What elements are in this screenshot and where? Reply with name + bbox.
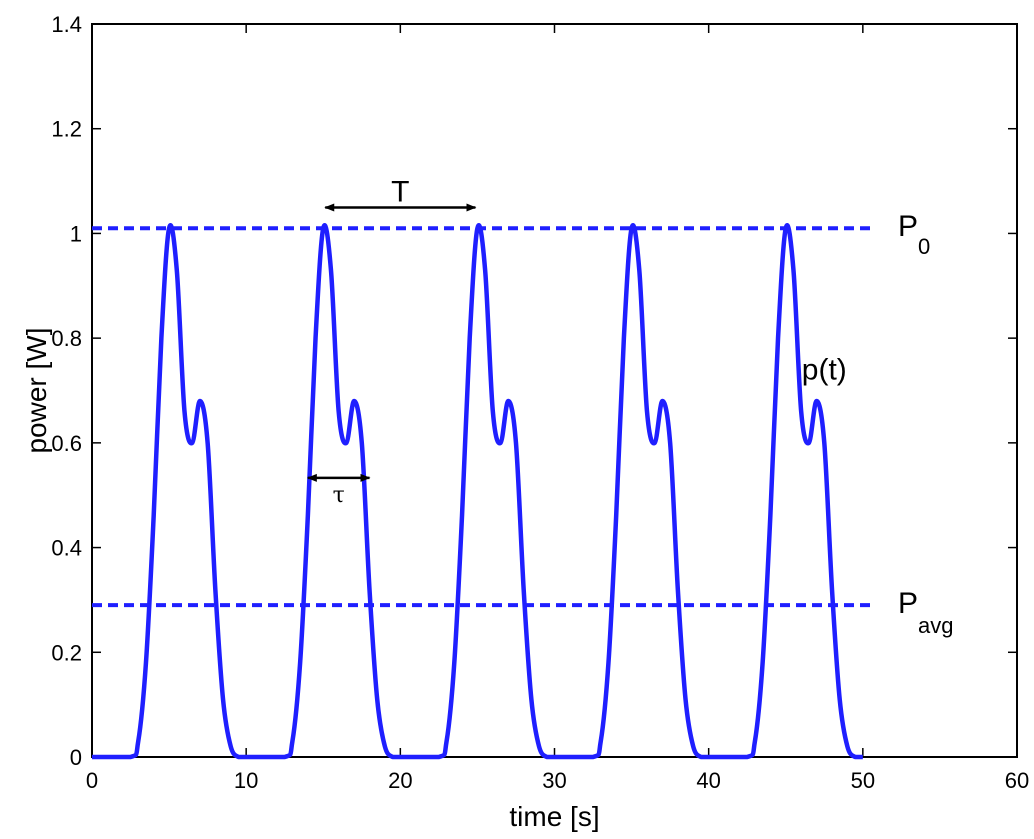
label-period-t: T bbox=[391, 175, 409, 208]
label-pulse-width-tau: τ bbox=[333, 483, 345, 508]
y-tick-label: 1.4 bbox=[51, 12, 82, 37]
label-p0: P0 bbox=[898, 210, 930, 259]
label-pavg: Pavg bbox=[898, 587, 954, 638]
x-tick-label: 10 bbox=[234, 768, 258, 793]
y-tick-label: 0.2 bbox=[51, 640, 82, 665]
y-tick-label: 1 bbox=[70, 221, 82, 246]
series-line-pt bbox=[92, 223, 863, 760]
x-axis-title: time [s] bbox=[509, 801, 599, 832]
x-tick-label: 50 bbox=[851, 768, 875, 793]
y-tick-label: 0.8 bbox=[51, 326, 82, 351]
annotations-layer: P0 Pavg p(t) Tτ bbox=[306, 175, 954, 638]
plot-area-frame bbox=[91, 23, 1018, 758]
y-tick-label: 0 bbox=[70, 745, 82, 770]
x-tick-label: 30 bbox=[542, 768, 566, 793]
label-pt: p(t) bbox=[802, 354, 847, 387]
x-tick-label: 40 bbox=[696, 768, 720, 793]
y-tick-label: 0.6 bbox=[51, 431, 82, 456]
x-tick-label: 0 bbox=[86, 768, 98, 793]
x-tick-label: 60 bbox=[1005, 768, 1029, 793]
axis-ticks: 0 10 20 30 40 50 60 0 0.2 0.4 0.6 0.8 1 1.2 1.4 bbox=[51, 12, 1029, 793]
y-tick-label: 0.4 bbox=[51, 536, 82, 561]
y-tick-label: 1.2 bbox=[51, 117, 82, 142]
x-tick-label: 20 bbox=[388, 768, 412, 793]
y-axis-title: power [W] bbox=[21, 327, 52, 453]
series-layer bbox=[92, 223, 873, 760]
